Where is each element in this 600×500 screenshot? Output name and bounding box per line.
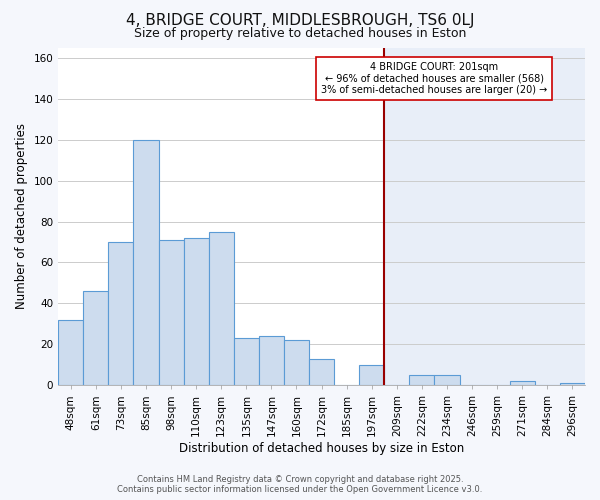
Text: 4, BRIDGE COURT, MIDDLESBROUGH, TS6 0LJ: 4, BRIDGE COURT, MIDDLESBROUGH, TS6 0LJ [126, 12, 474, 28]
Bar [259, 336, 284, 386]
Bar [309, 358, 334, 386]
Bar [133, 140, 158, 386]
Bar [109, 242, 133, 386]
Bar [385, 48, 585, 386]
Bar [158, 240, 184, 386]
Bar [560, 383, 585, 386]
Text: Contains HM Land Registry data © Crown copyright and database right 2025.: Contains HM Land Registry data © Crown c… [137, 475, 463, 484]
Text: 4 BRIDGE COURT: 201sqm
← 96% of detached houses are smaller (568)
3% of semi-det: 4 BRIDGE COURT: 201sqm ← 96% of detached… [322, 62, 548, 95]
Bar [58, 320, 83, 386]
Bar [184, 238, 209, 386]
Bar [284, 340, 309, 386]
Bar [234, 338, 259, 386]
Bar [209, 232, 234, 386]
Bar [83, 291, 109, 386]
Text: Size of property relative to detached houses in Eston: Size of property relative to detached ho… [134, 28, 466, 40]
Bar [409, 375, 434, 386]
Bar [434, 375, 460, 386]
Bar [510, 381, 535, 386]
X-axis label: Distribution of detached houses by size in Eston: Distribution of detached houses by size … [179, 442, 464, 455]
Text: Contains public sector information licensed under the Open Government Licence v3: Contains public sector information licen… [118, 485, 482, 494]
Y-axis label: Number of detached properties: Number of detached properties [15, 124, 28, 310]
Bar [359, 365, 385, 386]
